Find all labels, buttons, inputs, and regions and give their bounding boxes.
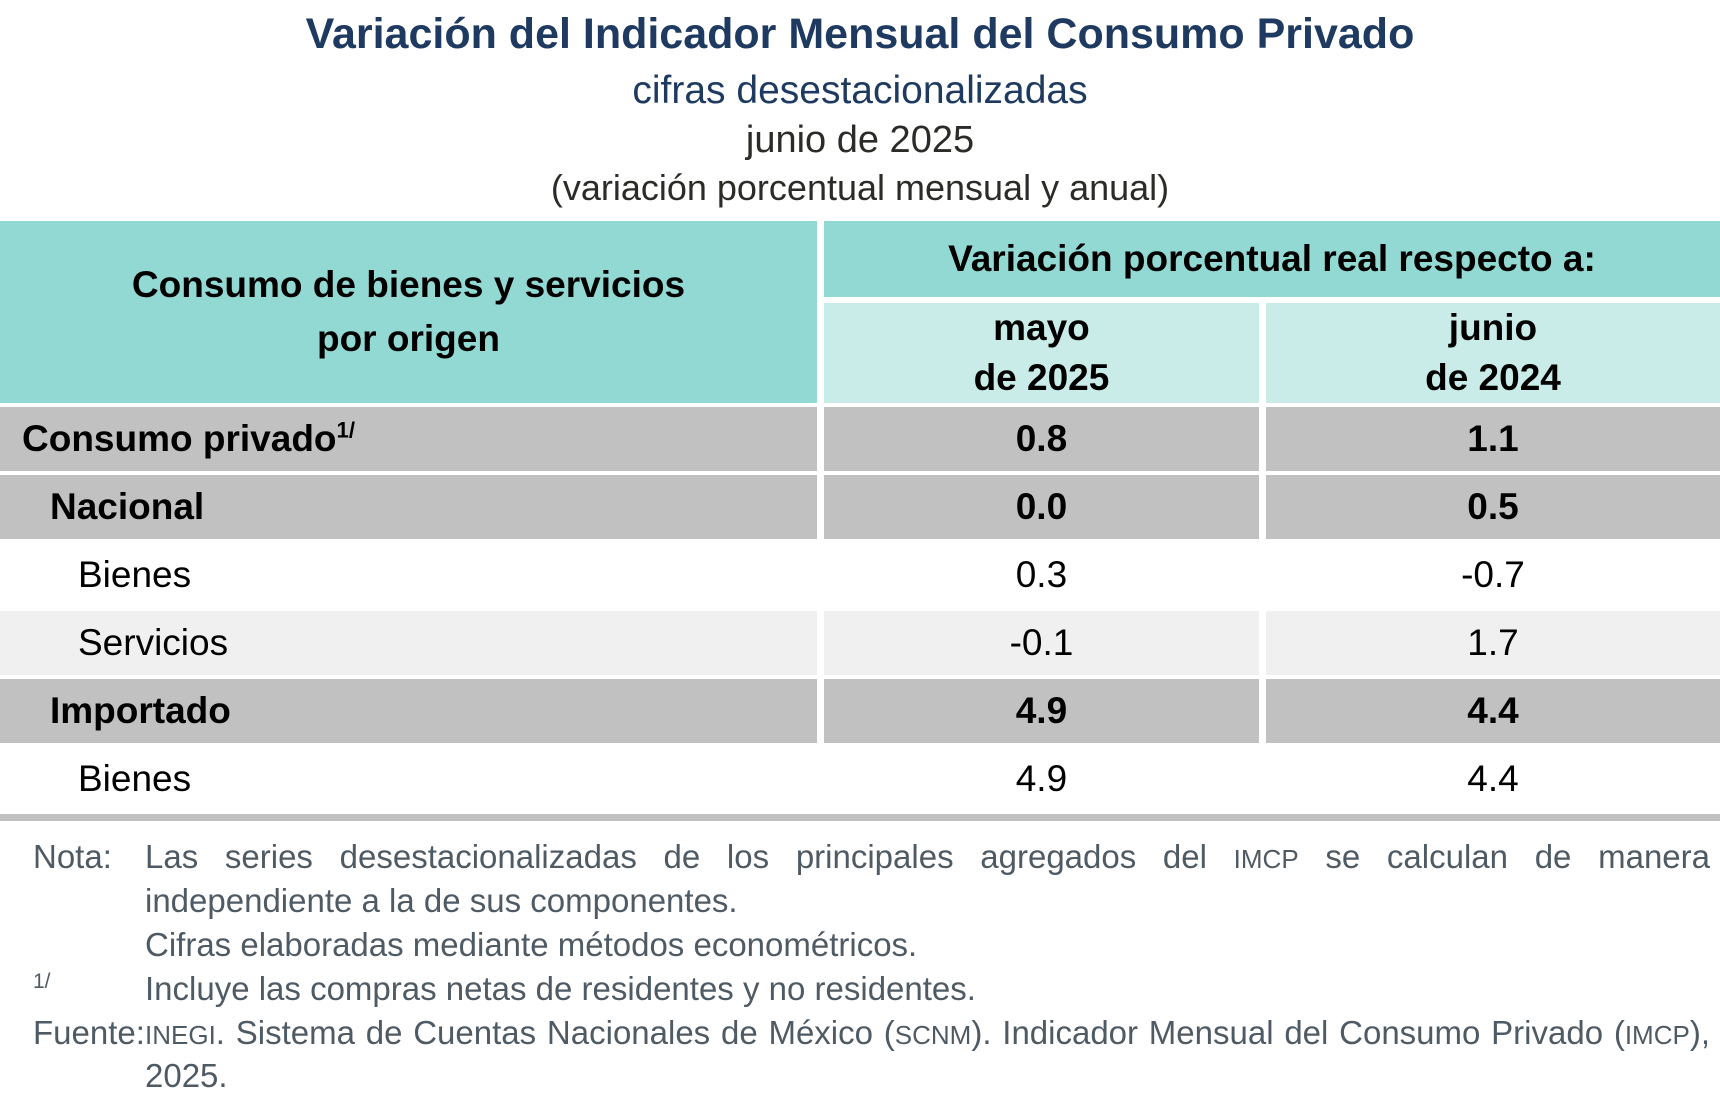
page-title: Variación del Indicador Mensual del Cons… [305, 10, 1415, 58]
note-text-methods: Cifras elaboradas mediante métodos econo… [145, 925, 918, 963]
value-cell-mayo: 0.8 [816, 403, 1263, 474]
row-label: Bienes [0, 539, 821, 610]
source-label: Fuente: [33, 1013, 145, 1051]
table-stub-header: Consumo de bienes y servicios por origen [0, 221, 821, 406]
row-label: Nacional [0, 471, 821, 542]
footnote-text: Incluye las compras netas de residentes … [145, 969, 976, 1007]
table-row-bienes-nacional: Bienes 0.3 -0.7 [0, 539, 1720, 610]
acronym: IMCP [1624, 1019, 1690, 1050]
col-header-mayo-2025: mayo de 2025 [816, 297, 1263, 406]
title-block: Variación del Indicador Mensual del Cons… [0, 0, 1720, 209]
note-label-blank [33, 923, 145, 967]
table-row-importado: Importado 4.9 4.4 [0, 675, 1720, 746]
value-cell-junio: 1.1 [1258, 403, 1720, 474]
value-cell-junio: 4.4 [1258, 743, 1720, 812]
acronym: IMCP [1233, 844, 1299, 875]
consumption-table: Consumo de bienes y servicios por origen… [0, 221, 1720, 812]
value-cell-mayo: 0.3 [816, 539, 1263, 610]
value-cell-mayo: 0.0 [816, 471, 1263, 542]
row-label: Importado [0, 675, 821, 746]
row-label: Servicios [0, 607, 821, 678]
notes-section: Nota: Las series desestacionalizadas de … [0, 821, 1720, 1098]
footnote-label: 1/ [33, 969, 51, 993]
table-row-servicios: Servicios -0.1 1.7 [0, 607, 1720, 678]
source-text: INEGI. Sistema de Cuentas Nacionales de … [145, 1013, 1710, 1095]
note-label-nota: Nota: [33, 838, 112, 876]
value-cell-junio: 0.5 [1258, 471, 1720, 542]
row-label: Consumo privado1/ [0, 403, 821, 474]
page-measure-note: (variación porcentual mensual y anual) [550, 166, 1170, 208]
note-text-main: Las series desestacionalizadas de los pr… [145, 838, 1710, 919]
table-bottom-border [0, 814, 1720, 822]
table-body: Consumo privado1/ 0.8 1.1 Nacional 0.0 0… [0, 403, 1720, 812]
value-cell-mayo: -0.1 [816, 607, 1263, 678]
value-cell-junio: 1.7 [1258, 607, 1720, 678]
footnote-marker: 1/ [336, 417, 356, 443]
table-row-consumo-privado: Consumo privado1/ 0.8 1.1 [0, 403, 1720, 474]
page-subtitle: cifras desestacionalizadas [632, 68, 1088, 112]
table-group-header: Variación porcentual real respecto a: [816, 221, 1720, 301]
table-header: Consumo de bienes y servicios por origen… [0, 221, 1720, 406]
value-cell-mayo: 4.9 [816, 743, 1263, 812]
acronym: SCNM [894, 1019, 972, 1050]
row-label: Bienes [0, 743, 821, 812]
page-period: junio de 2025 [745, 119, 975, 162]
col-header-junio-2024: junio de 2024 [1258, 297, 1720, 406]
acronym: INEGI [145, 1019, 216, 1050]
value-cell-mayo: 4.9 [816, 675, 1263, 746]
value-cell-junio: 4.4 [1258, 675, 1720, 746]
table-row-bienes-importado: Bienes 4.9 4.4 [0, 743, 1720, 812]
table-row-nacional: Nacional 0.0 0.5 [0, 471, 1720, 542]
value-cell-junio: -0.7 [1258, 539, 1720, 610]
